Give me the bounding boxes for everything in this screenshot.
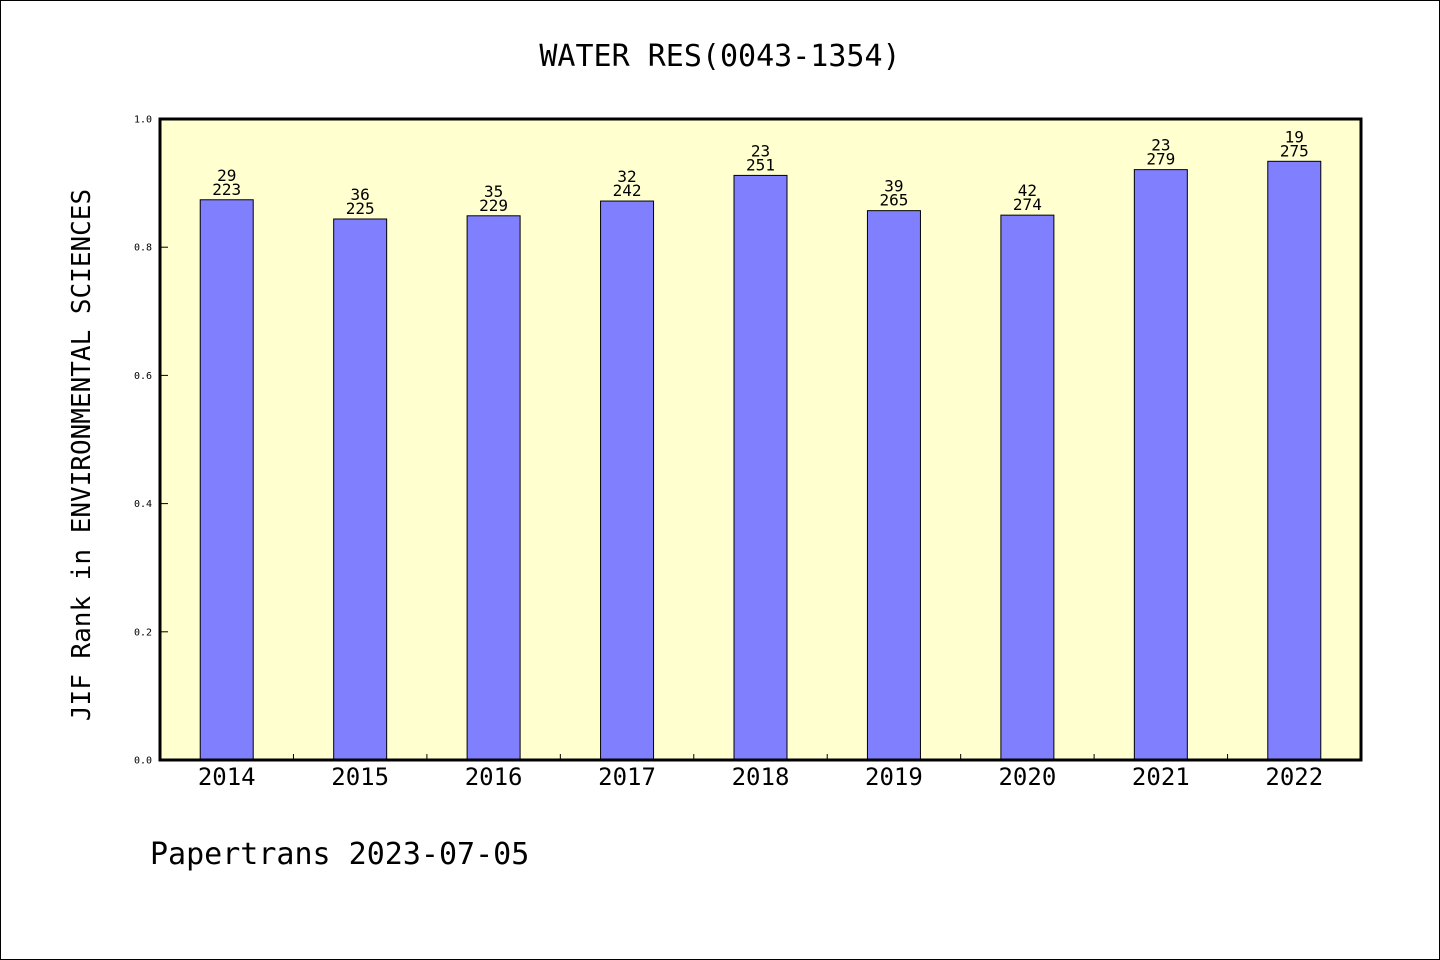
y-tick-label-0.4: 0.4 [134, 499, 152, 510]
bar-2020 [1000, 214, 1055, 761]
bar-2022 [1267, 160, 1322, 761]
x-tick-label-2015: 2015 [331, 763, 389, 791]
total-label-2016: 229 [479, 196, 508, 215]
bar-2016 [466, 215, 521, 761]
x-tick-label-2014: 2014 [198, 763, 256, 791]
rank-label-2015: 36 [351, 185, 370, 204]
plot-border [158, 117, 1363, 762]
rank-label-2016: 35 [484, 182, 503, 201]
bar-2019 [866, 210, 921, 761]
x-tick-label-2018: 2018 [732, 763, 790, 791]
x-tick-label-2016: 2016 [465, 763, 523, 791]
rank-label-2022: 19 [1285, 127, 1304, 146]
rank-label-2019: 39 [884, 177, 903, 196]
total-label-2015: 225 [346, 199, 375, 218]
x-tick-label-2017: 2017 [598, 763, 656, 791]
total-label-2021: 279 [1146, 150, 1175, 169]
total-label-2017: 242 [613, 181, 642, 200]
bar-2018 [733, 174, 788, 761]
bar-2017 [600, 200, 655, 761]
rank-label-2020: 42 [1018, 181, 1037, 200]
rank-label-2014: 29 [217, 166, 236, 185]
x-tick-label-2022: 2022 [1265, 763, 1323, 791]
total-label-2022: 275 [1280, 141, 1309, 160]
total-label-2014: 223 [212, 180, 241, 199]
total-label-2019: 265 [879, 191, 908, 210]
x-tick-label-2020: 2020 [998, 763, 1056, 791]
y-tick-label-0.8: 0.8 [134, 243, 152, 254]
y-tick-label-0.0: 0.0 [134, 756, 152, 767]
y-tick-label-1.0: 1.0 [134, 115, 152, 126]
rank-label-2021: 23 [1151, 136, 1170, 155]
total-label-2020: 274 [1013, 195, 1042, 214]
y-tick-label-0.2: 0.2 [134, 627, 152, 638]
bar-2015 [333, 218, 388, 761]
rank-label-2017: 32 [617, 167, 636, 186]
x-axis-ticks: 2014 2015 2016 2017 2018 2019 2020 2021 2022 [198, 754, 1323, 791]
x-tick-label-2019: 2019 [865, 763, 923, 791]
total-label-2018: 251 [746, 155, 775, 174]
bar-2021 [1133, 169, 1188, 761]
rank-label-2018: 23 [751, 141, 770, 160]
bar-2014 [199, 199, 254, 761]
x-tick-label-2021: 2021 [1132, 763, 1190, 791]
y-axis-label: JIF Rank in ENVIRONMENTAL SCIENCES [67, 189, 97, 721]
footer-credit: Papertrans 2023-07-05 [150, 837, 529, 872]
chart-title: WATER RES(0043-1354) [539, 39, 900, 74]
bars-group [199, 160, 1322, 761]
y-tick-label-0.6: 0.6 [134, 371, 152, 382]
